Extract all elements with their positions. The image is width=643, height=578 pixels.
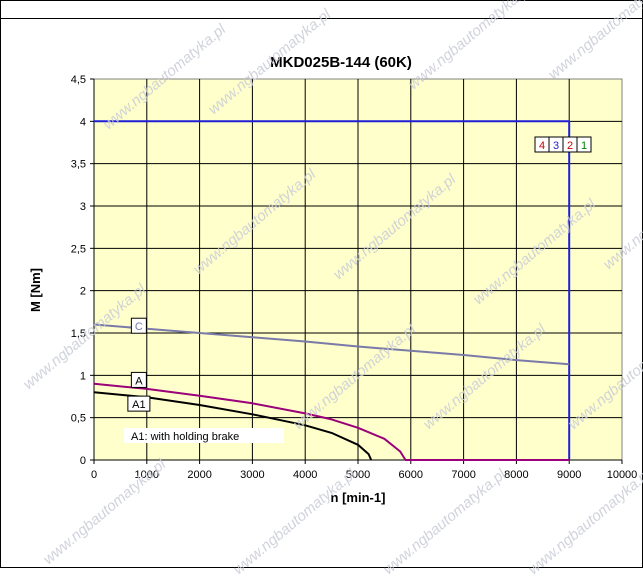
x-tick-labels: 0 1000 2000 3000 4000 5000 6000 7000 8000 9000 100… bbox=[91, 469, 637, 481]
x-tick-label: 0 bbox=[91, 469, 97, 481]
x-tick-label: 2000 bbox=[187, 469, 211, 481]
x-tick-label: 3000 bbox=[240, 469, 264, 481]
x-tick-label: 4000 bbox=[293, 469, 317, 481]
legend-cell bbox=[576, 136, 592, 153]
series-line-3 bbox=[93, 382, 570, 461]
legend-item-4: 4 bbox=[534, 136, 550, 153]
legend-item-3: 3 bbox=[548, 136, 564, 153]
y-tick-label: 0 bbox=[80, 455, 86, 467]
series-group bbox=[93, 120, 571, 461]
x-tick-label: 10000 bbox=[607, 469, 638, 481]
curve-label-box bbox=[130, 317, 147, 334]
y-tick-label: 1 bbox=[80, 370, 86, 382]
legend-label: 3 bbox=[553, 140, 559, 152]
curve-labels: C A A1 bbox=[127, 317, 151, 412]
legend-item-2: 2 bbox=[562, 136, 578, 153]
curve-label-box bbox=[130, 371, 147, 388]
y-tick-label: 2 bbox=[80, 286, 86, 298]
annotation-box: A1: with holding brake bbox=[124, 428, 284, 443]
y-tick-label: 1,5 bbox=[71, 328, 86, 340]
y-tick-label: 4,5 bbox=[71, 74, 86, 86]
curve-label-c: C bbox=[130, 317, 147, 334]
y-tick-label: 3,5 bbox=[71, 159, 86, 171]
x-axis-label: n [min-1] bbox=[331, 490, 386, 505]
y-tick-label: 3 bbox=[80, 201, 86, 213]
curve-label-text: A bbox=[135, 375, 143, 387]
curve-label-text: C bbox=[135, 321, 143, 333]
header-rule bbox=[0, 18, 643, 19]
series-line-4 bbox=[93, 391, 373, 461]
chart-title: MKD025B-144 (60K) bbox=[270, 54, 412, 71]
legend-item-1: 1 bbox=[576, 136, 592, 153]
series-line-1 bbox=[94, 120, 571, 460]
x-tick-label: 8000 bbox=[504, 469, 528, 481]
x-tick-label: 6000 bbox=[399, 469, 423, 481]
legend-label: 2 bbox=[567, 140, 573, 152]
series-line-2 bbox=[93, 323, 570, 366]
curve-label-box bbox=[127, 395, 151, 412]
legend-label: 1 bbox=[581, 140, 587, 152]
x-tick-label: 1000 bbox=[135, 469, 159, 481]
annotation-text: A1: with holding brake bbox=[131, 431, 239, 443]
legend-label: 4 bbox=[539, 140, 545, 152]
curve-label-text: A1 bbox=[132, 399, 145, 411]
y-tick-label: 4 bbox=[80, 116, 86, 128]
y-tick-label: 2,5 bbox=[71, 243, 86, 255]
curve-label-a: A bbox=[130, 371, 147, 388]
y-tick-labels: 0 0,5 1 1,5 2 2,5 3 3,5 4 4,5 bbox=[71, 74, 86, 467]
x-tick-label: 5000 bbox=[346, 469, 370, 481]
x-tick-label: 9000 bbox=[557, 469, 581, 481]
annotation-background bbox=[124, 428, 284, 443]
x-tick-label: 7000 bbox=[451, 469, 475, 481]
y-tick-label: 0,5 bbox=[71, 413, 86, 425]
curve-label-a1: A1 bbox=[127, 395, 151, 412]
y-axis-label: M [Nm] bbox=[28, 268, 43, 312]
